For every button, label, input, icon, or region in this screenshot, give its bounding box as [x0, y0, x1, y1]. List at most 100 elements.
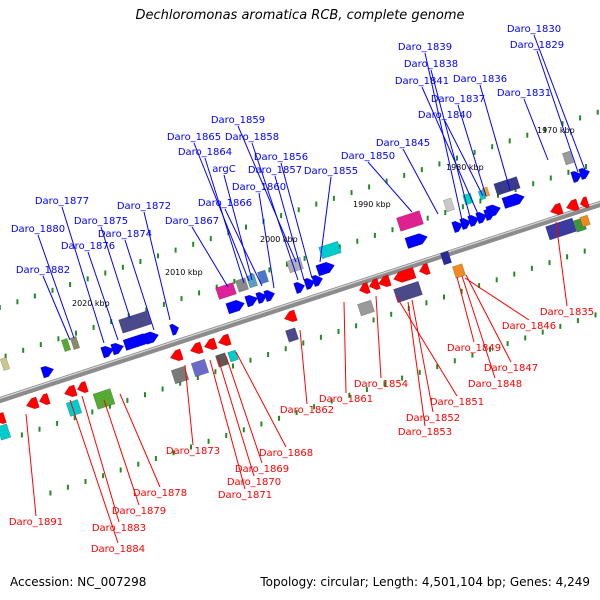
forward-gene-label: Daro_1857 — [248, 165, 302, 176]
tick-mark — [196, 375, 199, 380]
forward-gene-label: Daro_1850 — [341, 151, 395, 162]
tick-mark — [373, 232, 376, 238]
tick-mark — [16, 299, 19, 305]
label-connector — [61, 206, 105, 344]
reverse-gene-label: Daro_1868 — [259, 448, 313, 459]
tick-mark — [425, 300, 428, 306]
forward-gene-label: Daro_1837 — [431, 94, 485, 105]
label-connector — [81, 395, 120, 523]
label-connector — [25, 413, 37, 517]
tick-mark — [91, 409, 94, 415]
kbp-tick-label: 1970 kbp — [537, 126, 575, 135]
reverse-gene-arrow — [377, 274, 392, 288]
tick-mark — [579, 115, 582, 121]
tick-mark — [596, 109, 599, 115]
label-connector — [536, 50, 579, 173]
tick-mark — [179, 380, 182, 386]
reverse-gene-arrow — [76, 380, 89, 394]
label-connector — [375, 295, 382, 379]
reverse-gene-arrow — [63, 384, 78, 398]
reverse-gene-label: Daro_1853 — [398, 427, 452, 438]
label-connector — [87, 251, 119, 341]
feature-block — [452, 263, 466, 279]
tick-mark — [365, 387, 368, 393]
tick-mark — [0, 305, 1, 310]
reverse-gene-label: Daro_1862 — [280, 405, 334, 416]
label-connector — [319, 176, 332, 263]
tick-layer — [0, 109, 599, 496]
label-connector — [237, 125, 297, 263]
label-connector — [69, 399, 119, 544]
reverse-gene-label: Daro_1883 — [92, 523, 146, 534]
forward-gene-arrow — [467, 214, 480, 228]
forward-gene-label: Daro_1877 — [35, 196, 89, 207]
tick-mark — [385, 178, 388, 184]
tick-mark — [332, 195, 335, 201]
kbp-tick-label: 2010 kbp — [165, 268, 203, 277]
label-connector — [103, 399, 140, 506]
reverse-gene-arrow — [579, 196, 590, 209]
tick-mark — [75, 330, 77, 336]
tick-mark — [348, 392, 351, 398]
tick-mark — [418, 369, 421, 375]
tick-mark — [144, 392, 146, 398]
tick-mark — [594, 312, 597, 318]
reverse-gene-label: Daro_1848 — [468, 379, 522, 390]
feature-block — [545, 217, 577, 241]
label-connector — [258, 192, 275, 289]
tick-mark — [561, 121, 564, 127]
reverse-gene-arrow — [189, 341, 204, 355]
tick-mark — [368, 184, 371, 190]
forward-gene-label: argC — [212, 164, 235, 175]
tick-mark — [242, 427, 245, 433]
forward-gene-label: Daro_1858 — [225, 132, 279, 143]
reverse-gene-label: Daro_1852 — [406, 413, 460, 424]
feature-block — [246, 273, 258, 289]
accession-label: Accession: NC_007298 — [10, 575, 147, 589]
tick-mark — [315, 201, 318, 207]
reverse-gene-label: Daro_1849 — [447, 343, 501, 354]
tick-mark — [543, 126, 546, 132]
reverse-gene-arrow — [549, 202, 564, 216]
label-connector — [225, 355, 263, 464]
forward-gene-label: Daro_1855 — [304, 166, 358, 177]
label-connector — [367, 161, 413, 213]
tick-mark — [443, 294, 445, 300]
tick-mark — [456, 155, 458, 161]
kbp-tick-label: 2000 kbp — [260, 235, 298, 244]
forward-gene-arrow — [263, 289, 276, 303]
genome-backbone — [0, 200, 600, 404]
tick-mark — [479, 198, 482, 204]
tick-mark — [174, 247, 177, 253]
feature-block — [227, 349, 239, 363]
tick-mark — [549, 175, 552, 181]
reverse-gene-label: Daro_1871 — [218, 490, 272, 501]
tick-mark — [56, 420, 59, 426]
feature-block — [462, 192, 474, 206]
label-connector — [143, 211, 171, 321]
label-connector — [456, 276, 475, 343]
tick-mark — [356, 238, 359, 244]
feature-block — [0, 423, 12, 441]
tick-mark — [209, 236, 212, 242]
tick-mark — [585, 164, 587, 169]
tick-mark — [372, 317, 375, 323]
tick-mark — [20, 432, 23, 438]
tick-mark — [121, 264, 124, 270]
label-connector — [402, 148, 439, 215]
label-connector — [209, 359, 246, 490]
reverse-gene-label: Daro_1846 — [502, 321, 556, 332]
tick-mark — [566, 254, 569, 260]
reverse-gene-arrow — [368, 277, 381, 291]
tick-mark — [157, 253, 159, 259]
forward-gene-label: Daro_1867 — [165, 216, 219, 227]
forward-gene-label: Daro_1859 — [211, 115, 265, 126]
kbp-tick-label: 1990 kbp — [353, 200, 391, 209]
forward-gene-label: Daro_1845 — [376, 138, 430, 149]
forward-gene-label: Daro_1872 — [117, 201, 171, 212]
tick-mark — [145, 307, 148, 313]
reverse-gene-arrow — [393, 267, 417, 283]
tick-mark — [190, 444, 192, 450]
forward-gene-label: Daro_1860 — [232, 182, 286, 193]
